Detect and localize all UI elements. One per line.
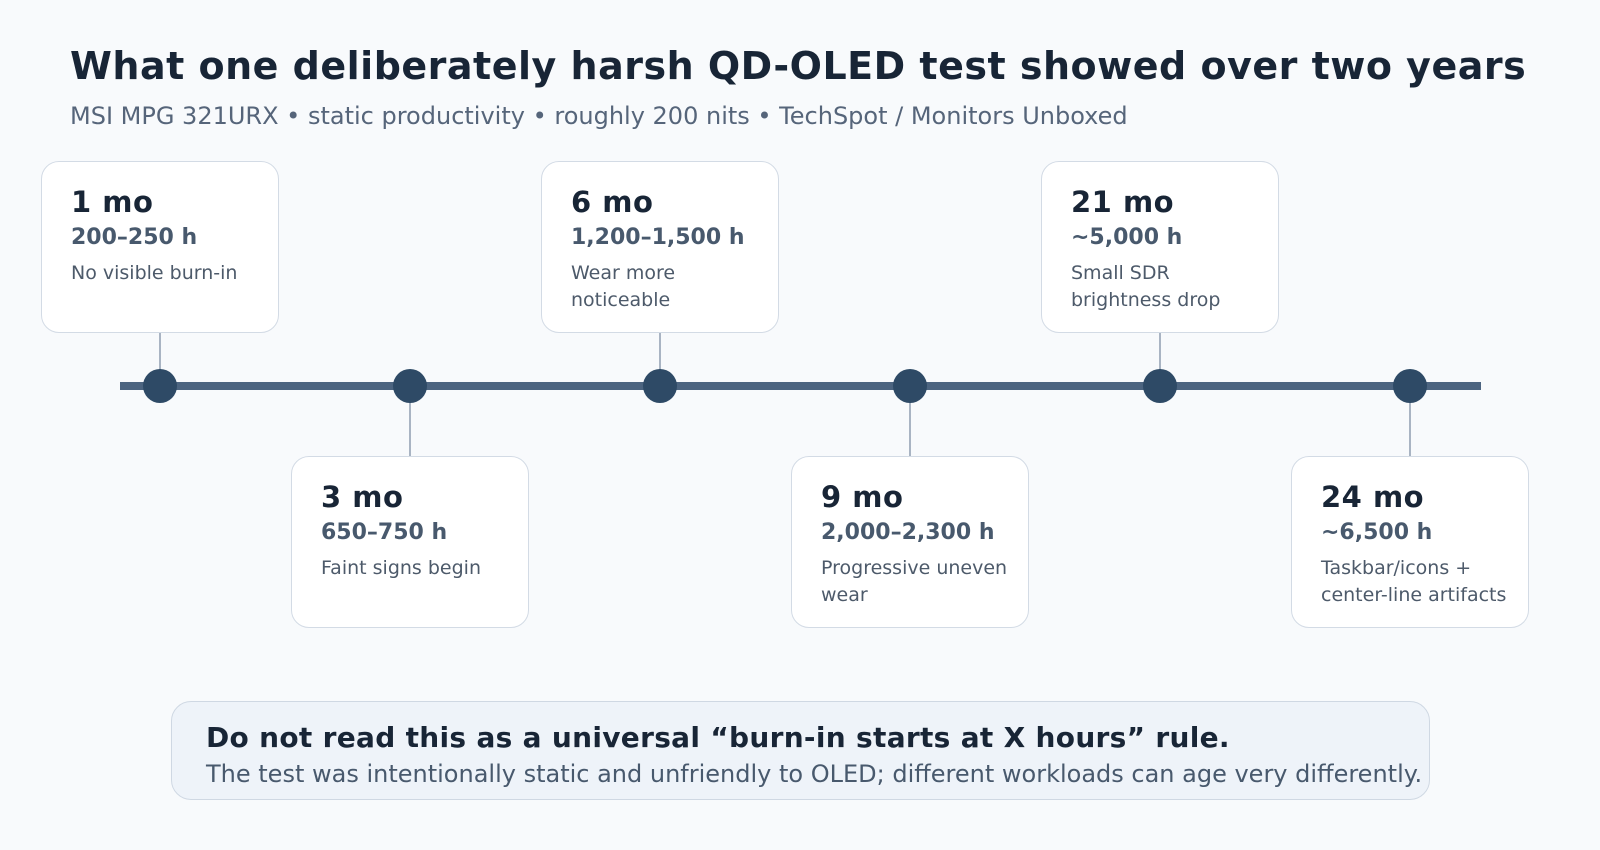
milestone-month: 3 mo xyxy=(321,480,404,514)
milestone-connector xyxy=(409,386,411,456)
milestone-dot xyxy=(1143,369,1177,403)
callout-heading: Do not read this as a universal “burn-in… xyxy=(206,721,1230,754)
page-title: What one deliberately harsh QD-OLED test… xyxy=(70,44,1527,88)
milestone-card: 1 mo 200–250 h No visible burn-in xyxy=(41,161,279,333)
milestone-connector xyxy=(1409,386,1411,456)
caution-callout: Do not read this as a universal “burn-in… xyxy=(171,701,1430,800)
milestone-note: Taskbar/icons + center-line artifacts xyxy=(1321,557,1507,606)
milestone-hours: 200–250 h xyxy=(71,225,198,250)
milestone-dot xyxy=(1393,369,1427,403)
milestone-card: 6 mo 1,200–1,500 h Wear more noticeable xyxy=(541,161,779,333)
milestone-dot xyxy=(893,369,927,403)
milestone-note: Progressive uneven wear xyxy=(821,557,1008,606)
milestone-month: 9 mo xyxy=(821,480,904,514)
milestone-connector xyxy=(909,386,911,456)
milestone-dot xyxy=(393,369,427,403)
milestone-connector xyxy=(1159,333,1161,386)
milestone-dot xyxy=(643,369,677,403)
milestone-note: Faint signs begin xyxy=(321,557,481,579)
milestone-note: Small SDR brightness drop xyxy=(1071,262,1221,311)
milestone-hours: 650–750 h xyxy=(321,520,448,545)
milestone-note: Wear more noticeable xyxy=(571,262,676,311)
milestone-card: 3 mo 650–750 h Faint signs begin xyxy=(291,456,529,628)
milestone-month: 1 mo xyxy=(71,185,154,219)
milestone-card: 21 mo ~5,000 h Small SDR brightness drop xyxy=(1041,161,1279,333)
milestone-card: 24 mo ~6,500 h Taskbar/icons + center-line… xyxy=(1291,456,1529,628)
milestone-connector xyxy=(659,333,661,386)
milestone-hours: ~5,000 h xyxy=(1071,225,1183,250)
milestone-hours: 1,200–1,500 h xyxy=(571,225,745,250)
milestone-dot xyxy=(143,369,177,403)
milestone-month: 6 mo xyxy=(571,185,654,219)
milestone-note: No visible burn-in xyxy=(71,262,238,284)
milestone-card: 9 mo 2,000–2,300 h Progressive uneven wear xyxy=(791,456,1029,628)
milestone-hours: 2,000–2,300 h xyxy=(821,520,995,545)
milestone-connector xyxy=(159,333,161,386)
milestone-month: 24 mo xyxy=(1321,480,1425,514)
page-subtitle: MSI MPG 321URX • static productivity • r… xyxy=(70,102,1128,130)
timeline-axis xyxy=(120,382,1481,390)
milestone-month: 21 mo xyxy=(1071,185,1175,219)
milestone-hours: ~6,500 h xyxy=(1321,520,1433,545)
callout-body: The test was intentionally static and un… xyxy=(206,760,1423,788)
